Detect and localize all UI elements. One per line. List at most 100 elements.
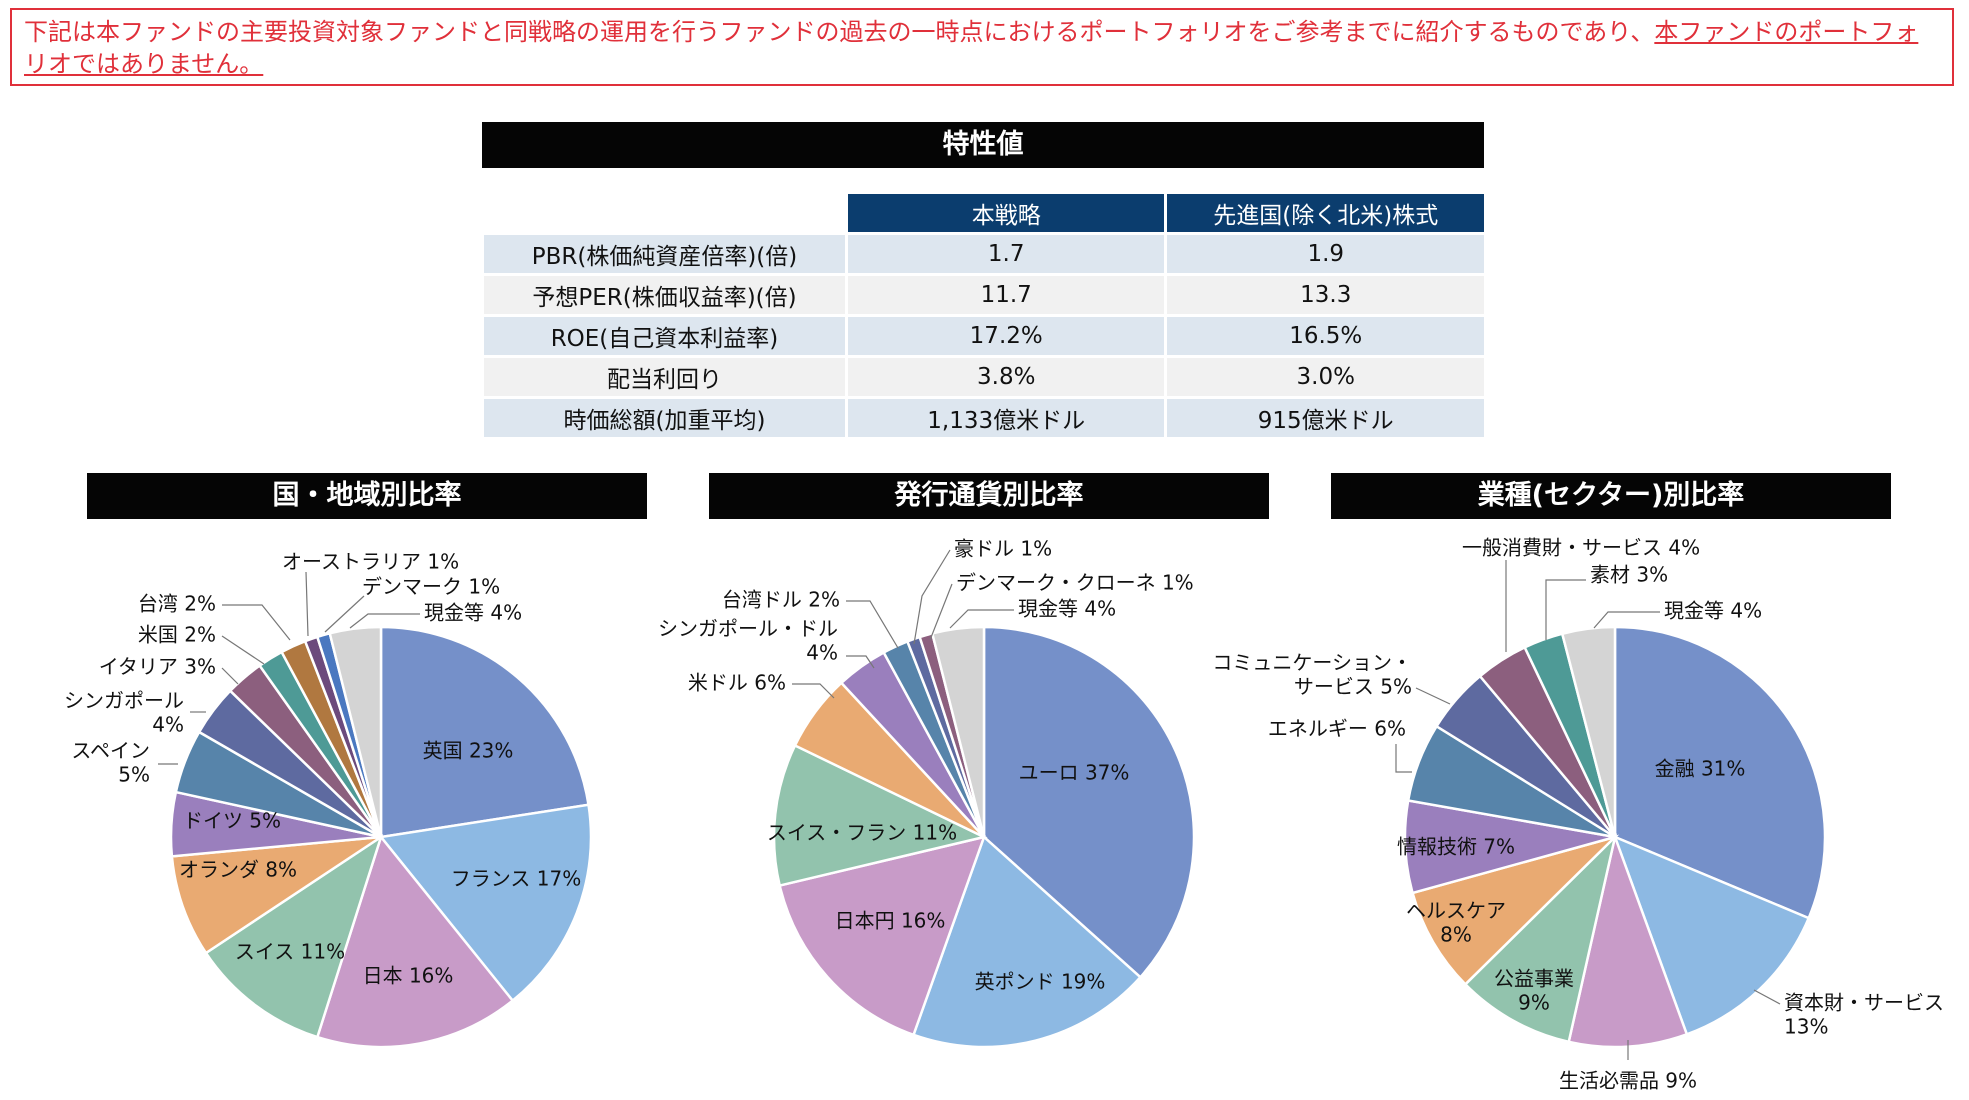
pie-chart-0: 英国 23% フランス 17% 日本 16% スイス 11% オランダ 8% ドイツ 5%… xyxy=(64,550,593,1049)
leader-line xyxy=(221,635,265,665)
pie-slice-japan xyxy=(315,834,515,1049)
slice-label-text: デンマーク 1% xyxy=(362,575,500,599)
slice-label-netherlands: オランダ 8% xyxy=(179,858,297,882)
table-row: 予想PER(株価収益率)(倍) 11.7 13.3 xyxy=(484,273,1484,314)
slice-label-text: 4% xyxy=(806,641,838,665)
leader-line xyxy=(792,683,835,699)
slice-label-text: 9% xyxy=(1518,991,1550,1015)
column-header-strategy: 本戦略 xyxy=(844,194,1165,232)
slice-label-text: 公益事業 xyxy=(1494,967,1574,991)
column-header-benchmark: 先進国(除く北米)株式 xyxy=(1164,194,1484,232)
disclaimer-notice: 下記は本ファンドの主要投資対象ファンドと同戦略の運用を行うファンドの過去の一時点… xyxy=(10,8,1954,86)
slice-label-energy: エネルギー 6% xyxy=(1268,717,1412,773)
slice-label-aud: 豪ドル 1% xyxy=(913,537,1052,645)
slice-label-gbp: 英ポンド 19% xyxy=(975,970,1106,994)
slice-label-text: 素材 3% xyxy=(1590,563,1668,587)
slice-label-taiwan: 台湾 2% xyxy=(138,592,291,641)
slice-label-text: スペイン xyxy=(71,739,150,763)
slice-label-text: 現金等 4% xyxy=(1018,597,1116,621)
cell-strategy: 1.7 xyxy=(844,232,1165,273)
slice-label-text: オランダ 8% xyxy=(179,858,297,882)
slice-label-materials: 素材 3% xyxy=(1545,563,1668,640)
table-row: 時価総額(加重平均) 1,133億米ドル 915億米ドル xyxy=(484,396,1484,437)
slice-label-text: 5% xyxy=(118,763,150,787)
leader-line xyxy=(349,613,420,629)
slice-label-switzerland: スイス 11% xyxy=(235,940,345,964)
slice-label-text: コミュニケーション・ xyxy=(1212,651,1412,675)
cell-strategy: 11.7 xyxy=(844,273,1165,314)
slice-label-text: サービス 5% xyxy=(1294,675,1412,699)
slice-label-text: エネルギー 6% xyxy=(1268,717,1406,741)
slice-label-text: 米国 2% xyxy=(138,623,216,647)
slice-label-text: 英国 23% xyxy=(423,739,514,763)
row-label: 時価総額(加重平均) xyxy=(484,396,845,437)
slice-label-text: 日本円 16% xyxy=(835,909,946,933)
row-label: PBR(株価純資産倍率)(倍) xyxy=(484,232,845,273)
pie-slice-healthcare xyxy=(1411,834,1620,987)
slice-label-text: 英ポンド 19% xyxy=(975,970,1106,994)
slice-label-twd: 台湾ドル 2% xyxy=(722,588,899,649)
leader-line xyxy=(1753,989,1781,1005)
leader-line xyxy=(846,655,875,669)
slice-label-france: フランス 17% xyxy=(451,867,581,891)
slice-label-text: 日本 16% xyxy=(363,964,454,988)
leader-line xyxy=(1415,687,1451,705)
slice-label-staples: 生活必需品 9% xyxy=(1559,1040,1697,1093)
slice-label-text: シンガポール xyxy=(64,689,184,713)
disclaimer-underlined-text: 本ファンドのポートフォリオではありません。 xyxy=(24,18,1919,78)
pie-slice-utilities xyxy=(1463,833,1618,1044)
pie-slice-cash xyxy=(328,625,383,838)
slice-label-text: 生活必需品 9% xyxy=(1559,1069,1697,1093)
slice-label-dkk: デンマーク・クローネ 1% xyxy=(929,571,1194,641)
pie-slice-switzerland xyxy=(204,833,384,1039)
slice-label-usa: 米国 2% xyxy=(138,623,265,665)
leader-line xyxy=(1593,611,1660,629)
slice-label-denmark: デンマーク 1% xyxy=(324,575,500,633)
slice-label-text: 13% xyxy=(1784,1015,1828,1039)
slice-label-text: スイス 11% xyxy=(235,940,345,964)
cell-strategy: 17.2% xyxy=(844,314,1165,355)
slice-label-uk: 英国 23% xyxy=(423,739,514,763)
slice-label-chf: スイス・フラン 11% xyxy=(767,821,957,845)
slice-label-text: デンマーク・クローネ 1% xyxy=(956,571,1194,595)
pie-slice-cash xyxy=(1560,625,1617,838)
sector-chart-title: 業種(セクター)別比率 xyxy=(1331,473,1891,519)
slice-label-text: イタリア 3% xyxy=(99,655,216,679)
cell-benchmark: 13.3 xyxy=(1164,273,1484,314)
leader-line xyxy=(324,595,365,633)
row-label: ROE(自己資本利益率) xyxy=(484,314,845,355)
cell-strategy: 3.8% xyxy=(844,355,1165,396)
slice-label-text: 情報技術 7% xyxy=(1397,835,1515,859)
slice-label-text: シンガポール・ドル xyxy=(658,617,838,641)
row-label: 予想PER(株価収益率)(倍) xyxy=(484,273,845,314)
cell-benchmark: 16.5% xyxy=(1164,314,1484,355)
slice-label-text: 現金等 4% xyxy=(424,601,522,625)
cell-strategy: 1,133億米ドル xyxy=(844,396,1165,437)
slice-label-text: ドイツ 5% xyxy=(183,809,281,833)
slice-label-text: 米ドル 6% xyxy=(688,671,786,695)
slice-label-text: フランス 17% xyxy=(451,867,581,891)
leader-line xyxy=(846,600,899,649)
pie-slice-financials xyxy=(1613,625,1827,920)
leader-line xyxy=(929,583,953,641)
slice-label-text: 現金等 4% xyxy=(1664,599,1762,623)
disclaimer-text: 下記は本ファンドの主要投資対象ファンドと同戦略の運用を行うファンドの過去の一時点… xyxy=(24,18,1655,46)
leader-line xyxy=(221,667,239,685)
slice-label-text: 一般消費財・サービス 4% xyxy=(1462,536,1700,560)
slice-label-discretionary: 一般消費財・サービス 4% xyxy=(1462,536,1700,652)
characteristics-title: 特性値 xyxy=(482,122,1484,168)
row-label: 配当利回り xyxy=(484,355,845,396)
slice-label-text: 4% xyxy=(152,713,184,737)
slice-label-text: ヘルスケア xyxy=(1406,899,1506,923)
slice-label-financials: 金融 31% xyxy=(1655,757,1746,781)
slice-label-text: オーストラリア 1% xyxy=(282,550,459,574)
table-header-row: 本戦略 先進国(除く北米)株式 xyxy=(484,194,1484,232)
slice-label-cash: 現金等 4% xyxy=(349,601,522,629)
slice-label-text: 8% xyxy=(1440,923,1472,947)
slice-label-text: 台湾ドル 2% xyxy=(722,588,840,612)
slice-label-cash: 現金等 4% xyxy=(1593,599,1762,629)
table-row: ROE(自己資本利益率) 17.2% 16.5% xyxy=(484,314,1484,355)
pie-slice-chf xyxy=(772,743,988,888)
